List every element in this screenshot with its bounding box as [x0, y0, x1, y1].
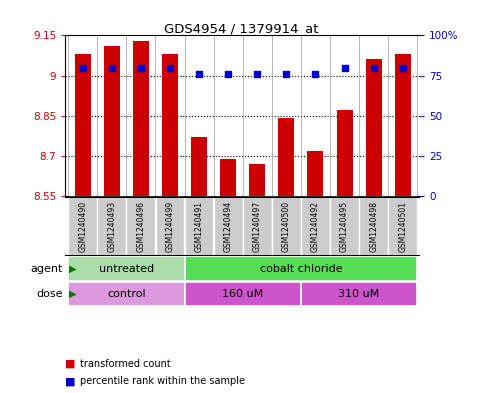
Text: GSM1240501: GSM1240501	[398, 201, 407, 252]
Point	[224, 71, 232, 77]
Text: GSM1240490: GSM1240490	[78, 201, 87, 252]
Text: GSM1240498: GSM1240498	[369, 201, 378, 252]
Bar	[98, 197, 126, 255]
Text: ▶: ▶	[69, 264, 77, 274]
Bar	[278, 118, 294, 196]
Bar	[366, 59, 382, 196]
Text: GSM1240496: GSM1240496	[136, 201, 145, 252]
Bar	[191, 137, 207, 196]
Text: agent: agent	[30, 264, 63, 274]
Text: GSM1240491: GSM1240491	[195, 201, 203, 252]
Text: GSM1240497: GSM1240497	[253, 201, 262, 252]
Bar	[185, 197, 213, 255]
Text: ■: ■	[65, 358, 76, 369]
Bar	[214, 197, 242, 255]
Bar	[162, 54, 178, 196]
Text: GDS4954 / 1379914_at: GDS4954 / 1379914_at	[164, 22, 319, 35]
Bar	[75, 54, 91, 196]
Text: GSM1240493: GSM1240493	[107, 201, 116, 252]
Bar	[68, 282, 185, 306]
Bar	[185, 282, 301, 306]
Bar	[243, 197, 271, 255]
Point	[254, 71, 261, 77]
Bar	[395, 54, 411, 196]
Point	[399, 64, 407, 71]
Text: cobalt chloride: cobalt chloride	[259, 264, 342, 274]
Bar	[220, 159, 236, 196]
Point	[79, 64, 86, 71]
Text: transformed count: transformed count	[80, 358, 170, 369]
Bar	[388, 197, 417, 255]
Point	[137, 64, 145, 71]
Text: ▶: ▶	[69, 289, 77, 299]
Point	[195, 71, 203, 77]
Bar	[68, 197, 97, 255]
Text: GSM1240500: GSM1240500	[282, 201, 291, 252]
Bar	[127, 197, 155, 255]
Bar	[337, 110, 353, 196]
Point	[312, 71, 319, 77]
Point	[108, 64, 115, 71]
Text: untreated: untreated	[99, 264, 154, 274]
Bar	[104, 46, 120, 196]
Bar	[301, 282, 417, 306]
Bar	[133, 41, 149, 196]
Point	[283, 71, 290, 77]
Text: 310 uM: 310 uM	[339, 289, 380, 299]
Bar	[68, 257, 185, 281]
Text: GSM1240499: GSM1240499	[166, 201, 174, 252]
Bar	[249, 164, 265, 196]
Point	[370, 64, 378, 71]
Text: control: control	[107, 289, 146, 299]
Bar	[359, 197, 388, 255]
Bar	[272, 197, 301, 255]
Point	[166, 64, 174, 71]
Bar	[301, 197, 330, 255]
Text: GSM1240495: GSM1240495	[340, 201, 349, 252]
Bar	[185, 257, 417, 281]
Bar	[308, 151, 324, 196]
Point	[341, 64, 348, 71]
Text: ■: ■	[65, 376, 76, 386]
Text: 160 uM: 160 uM	[222, 289, 263, 299]
Text: GSM1240494: GSM1240494	[224, 201, 233, 252]
Bar	[156, 197, 185, 255]
Bar	[330, 197, 359, 255]
Text: GSM1240492: GSM1240492	[311, 201, 320, 252]
Text: percentile rank within the sample: percentile rank within the sample	[80, 376, 245, 386]
Text: dose: dose	[36, 289, 63, 299]
